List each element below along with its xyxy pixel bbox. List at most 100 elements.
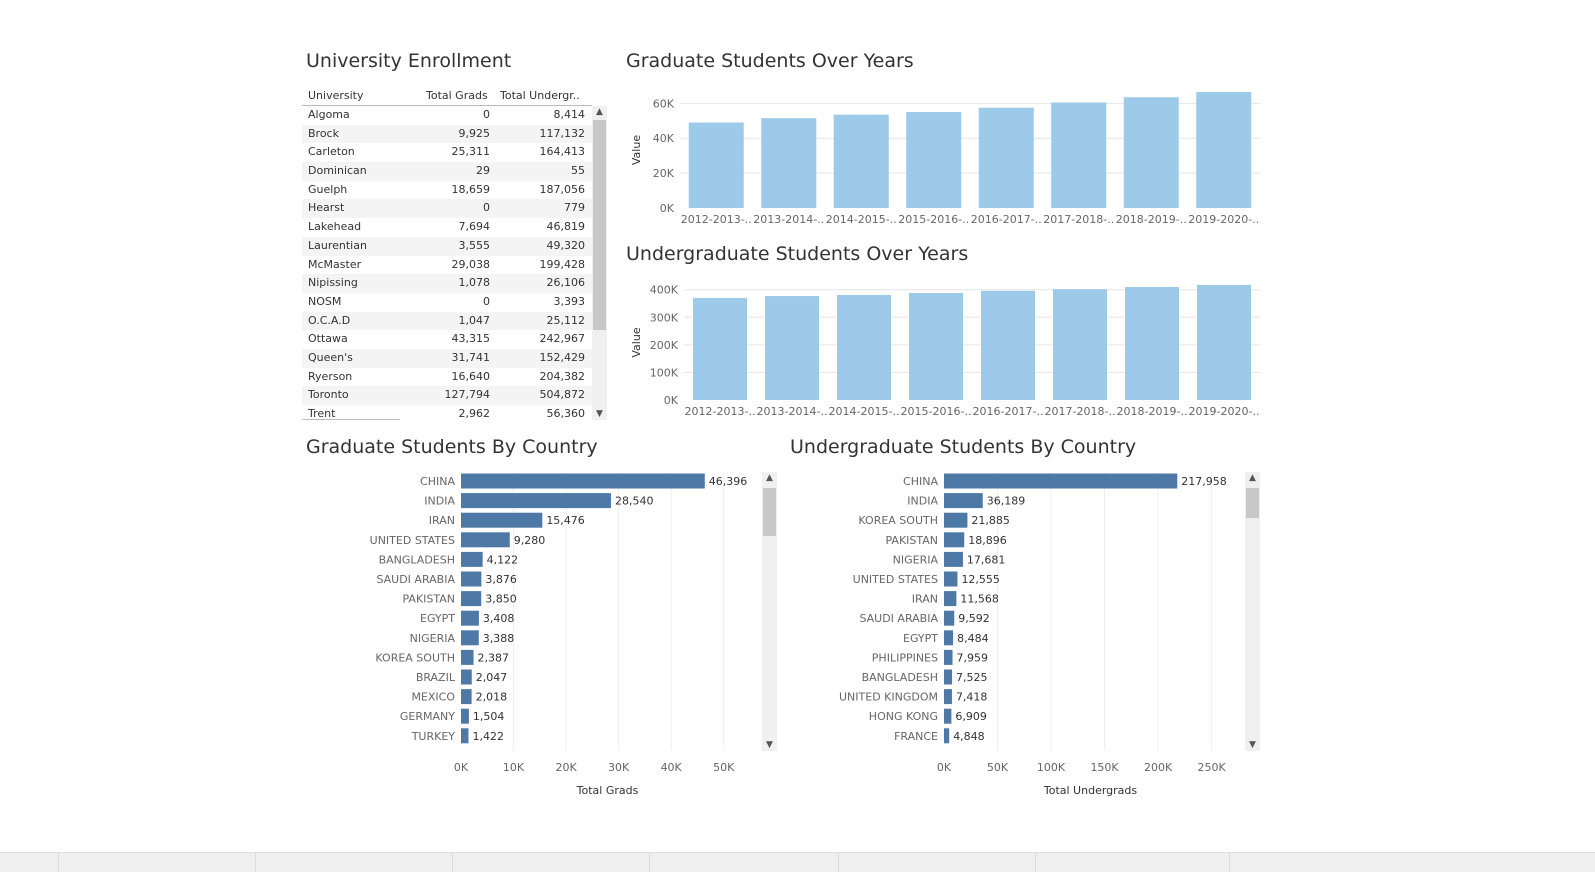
scroll-up-icon[interactable]: ▲	[766, 473, 773, 483]
table-row[interactable]: Dominican 29 55	[302, 162, 592, 181]
table-row[interactable]: Ottawa 43,315 242,967	[302, 330, 592, 349]
x-tick-label: 10K	[503, 761, 525, 774]
x-tick-label: 2016-2017-..	[971, 213, 1042, 226]
x-tick-label: 30K	[608, 761, 630, 774]
ug-country-scrollbar[interactable]: ▲ ▼	[1245, 472, 1260, 751]
scroll-up-icon[interactable]: ▲	[596, 107, 603, 117]
category-label: BRAZIL	[416, 671, 456, 684]
y-axis-label: Value	[630, 135, 643, 165]
table-row[interactable]: Lakehead 7,694 46,819	[302, 218, 592, 237]
category-label: MEXICO	[411, 691, 455, 704]
bar	[944, 473, 1178, 489]
ug-years-title: Undergraduate Students Over Years	[626, 243, 969, 265]
cell-total-grads: 0	[483, 201, 490, 215]
scroll-down-icon[interactable]: ▼	[596, 409, 603, 419]
x-tick-label: 20K	[555, 761, 577, 774]
header-total-grads[interactable]: Total Grads	[426, 89, 488, 102]
grad-country-title: Graduate Students By Country	[306, 436, 598, 458]
bar	[981, 290, 1035, 400]
scroll-down-icon[interactable]: ▼	[766, 740, 773, 750]
y-tick-label: 0K	[664, 394, 679, 407]
table-row[interactable]: O.C.A.D 1,047 25,112	[302, 311, 592, 331]
cell-total-undergrads: 46,819	[546, 220, 586, 234]
cell-total-undergrads: 204,382	[539, 369, 586, 383]
scroll-up-icon[interactable]: ▲	[1249, 473, 1256, 483]
x-tick-label: 2018-2019-..	[1116, 213, 1187, 226]
y-tick-label: 0K	[660, 202, 675, 215]
cell-university: NOSM	[308, 294, 342, 308]
bar	[833, 114, 889, 208]
scroll-thumb[interactable]	[763, 488, 776, 536]
x-tick-label: 2016-2017-..	[973, 405, 1044, 418]
bar	[944, 551, 963, 567]
header-university[interactable]: University	[308, 89, 364, 102]
ug-country-title: Undergraduate Students By Country	[790, 436, 1137, 458]
category-label: NIGERIA	[893, 553, 939, 566]
bar	[906, 112, 962, 208]
data-label: 2,018	[476, 691, 508, 704]
scroll-down-icon[interactable]: ▼	[1249, 740, 1256, 750]
cell-total-undergrads: 49,320	[546, 238, 586, 252]
table-divider	[302, 419, 400, 420]
bar	[1125, 286, 1179, 400]
cell-university: Dominican	[308, 164, 367, 178]
bar	[461, 551, 483, 567]
table-row[interactable]: Algoma 0 8,414	[302, 106, 592, 125]
x-tick-label: 100K	[1037, 761, 1066, 774]
scroll-thumb[interactable]	[1246, 488, 1259, 518]
y-axis-label: Value	[630, 327, 643, 357]
table-row[interactable]: Queen's 31,741 152,429	[302, 348, 592, 368]
table-row[interactable]: Nipissing 1,078 26,106	[302, 274, 592, 293]
enrollment-table: University Total Grads Total Undergr.. A…	[302, 88, 607, 420]
cell-total-undergrads: 242,967	[539, 332, 586, 346]
category-label: KOREA SOUTH	[375, 651, 455, 664]
cell-total-grads: 7,694	[458, 220, 491, 234]
table-scrollbar[interactable]: ▲ ▼	[592, 106, 607, 420]
table-row[interactable]: Toronto 127,794 504,872	[302, 386, 592, 405]
data-label: 7,959	[957, 651, 989, 664]
data-label: 3,388	[483, 632, 514, 645]
x-tick-label: 2019-2020-..	[1189, 405, 1260, 418]
bar	[461, 708, 469, 724]
grad-years-title: Graduate Students Over Years	[626, 50, 914, 72]
scroll-thumb[interactable]	[593, 120, 606, 330]
bar	[837, 294, 891, 400]
data-label: 11,568	[960, 593, 999, 606]
table-row[interactable]: Laurentian 3,555 49,320	[302, 236, 592, 256]
data-label: 4,122	[487, 553, 519, 566]
cell-university: Brock	[308, 126, 339, 140]
category-label: CHINA	[420, 475, 455, 488]
category-label: PAKISTAN	[885, 534, 938, 547]
x-tick-label: 50K	[987, 761, 1009, 774]
bar	[461, 473, 705, 489]
bar	[1197, 285, 1251, 400]
bar	[1196, 92, 1252, 208]
x-tick-label: 2012-2013-..	[685, 405, 756, 418]
cell-total-grads: 0	[483, 294, 490, 308]
bar	[461, 610, 479, 626]
table-row[interactable]: Trent 2,962 56,360	[302, 405, 592, 420]
category-label: BANGLADESH	[862, 671, 938, 684]
bar	[461, 512, 543, 528]
table-row[interactable]: Carleton 25,311 164,413	[302, 143, 592, 162]
y-tick-label: 100K	[650, 366, 679, 379]
y-tick-label: 400K	[650, 284, 679, 297]
x-tick-label: 2017-2018-..	[1045, 405, 1116, 418]
cell-university: Lakehead	[308, 220, 362, 234]
bar	[461, 669, 472, 685]
grad-country-scrollbar[interactable]: ▲ ▼	[762, 472, 777, 751]
bar	[461, 493, 611, 509]
table-row[interactable]: NOSM 0 3,393	[302, 293, 592, 312]
data-label: 18,896	[968, 534, 1007, 547]
bar	[765, 296, 819, 400]
x-tick-label: 2019-2020-..	[1188, 213, 1259, 226]
table-row[interactable]: Ryerson 16,640 204,382	[302, 368, 592, 387]
table-row[interactable]: Guelph 18,659 187,056	[302, 181, 592, 200]
header-total-undergrads[interactable]: Total Undergr..	[500, 89, 580, 102]
table-row[interactable]: Brock 9,925 117,132	[302, 124, 592, 144]
cell-total-undergrads: 152,429	[539, 350, 586, 364]
cell-university: Queen's	[308, 350, 353, 364]
ug-years-chart: 0K 100K 200K 300K 400K Value 2012-2013-.. 2013-…	[630, 284, 1260, 418]
table-row[interactable]: McMaster 29,038 199,428	[302, 256, 592, 275]
table-row[interactable]: Hearst 0 779	[302, 199, 592, 219]
